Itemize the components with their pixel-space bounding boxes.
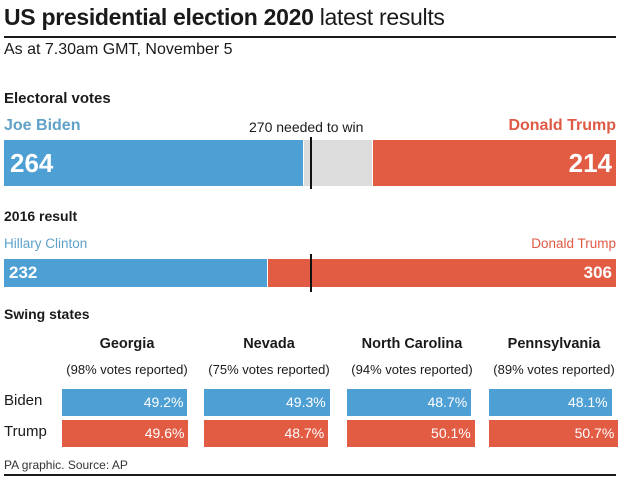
swing-bar-biden xyxy=(62,389,188,416)
threshold-label: 270 needed to win xyxy=(249,119,364,135)
ev-bar-biden xyxy=(4,140,304,186)
title-light: latest results xyxy=(319,4,445,30)
swing-value-biden: 49.2% xyxy=(143,394,184,410)
clinton-label: Hillary Clinton xyxy=(4,236,88,251)
result2016-section-title: 2016 result xyxy=(4,208,78,224)
state-reported: (98% votes reported) xyxy=(66,362,188,377)
swing-bar-trump xyxy=(347,420,475,447)
state-reported: (94% votes reported) xyxy=(351,362,473,377)
swing-value-biden: 49.3% xyxy=(286,394,326,410)
state-name: Georgia xyxy=(99,336,155,352)
state-name: North Carolina xyxy=(361,336,463,352)
swing-value-biden: 48.7% xyxy=(427,394,468,410)
title-bold: US presidential election 2020 xyxy=(4,4,314,30)
state-reported: (75% votes reported) xyxy=(208,362,330,377)
state-name: Nevada xyxy=(243,336,295,352)
swing-value-trump: 50.7% xyxy=(574,425,615,441)
swing-value-trump: 49.6% xyxy=(144,425,185,441)
r16-value-clinton: 232 xyxy=(9,263,38,282)
electoral-section-title: Electoral votes xyxy=(4,90,111,107)
subtitle: As at 7.30am GMT, November 5 xyxy=(4,41,233,58)
swing-bar-trump xyxy=(489,420,619,447)
ev-value-biden: 264 xyxy=(10,148,54,178)
swing-value-trump: 50.1% xyxy=(431,425,471,441)
swing-bar-biden xyxy=(347,389,472,416)
biden-label: Joe Biden xyxy=(4,117,81,134)
ev-bar-undecided xyxy=(304,140,372,186)
ev-value-trump: 214 xyxy=(568,148,612,178)
state-reported: (89% votes reported) xyxy=(493,362,615,377)
swing-value-biden: 48.1% xyxy=(567,394,608,410)
trump-2016-label: Donald Trump xyxy=(531,236,616,251)
state-name: Pennsylvania xyxy=(507,336,601,352)
swing-value-trump: 48.7% xyxy=(284,425,325,441)
row-label-biden: Biden xyxy=(4,392,43,409)
swing-section-title: Swing states xyxy=(4,306,90,322)
source-note: PA graphic. Source: AP xyxy=(4,458,128,472)
swing-bar-trump xyxy=(204,420,329,447)
swing-bar-trump xyxy=(62,420,189,447)
page-title: US presidential election 2020 latest res… xyxy=(4,4,445,31)
title-rule xyxy=(4,36,616,38)
ev-threshold-marker xyxy=(310,137,313,189)
r16-value-trump: 306 xyxy=(583,263,612,282)
r16-bar-clinton xyxy=(4,259,267,287)
footer-rule xyxy=(4,474,616,476)
trump-label: Donald Trump xyxy=(508,117,616,134)
ev-bar-trump xyxy=(372,140,616,186)
r16-threshold-marker xyxy=(310,254,313,292)
r16-bar-trump xyxy=(267,259,616,287)
swing-bar-biden xyxy=(489,389,612,416)
swing-bar-biden xyxy=(204,389,330,416)
row-label-trump: Trump xyxy=(4,423,47,440)
